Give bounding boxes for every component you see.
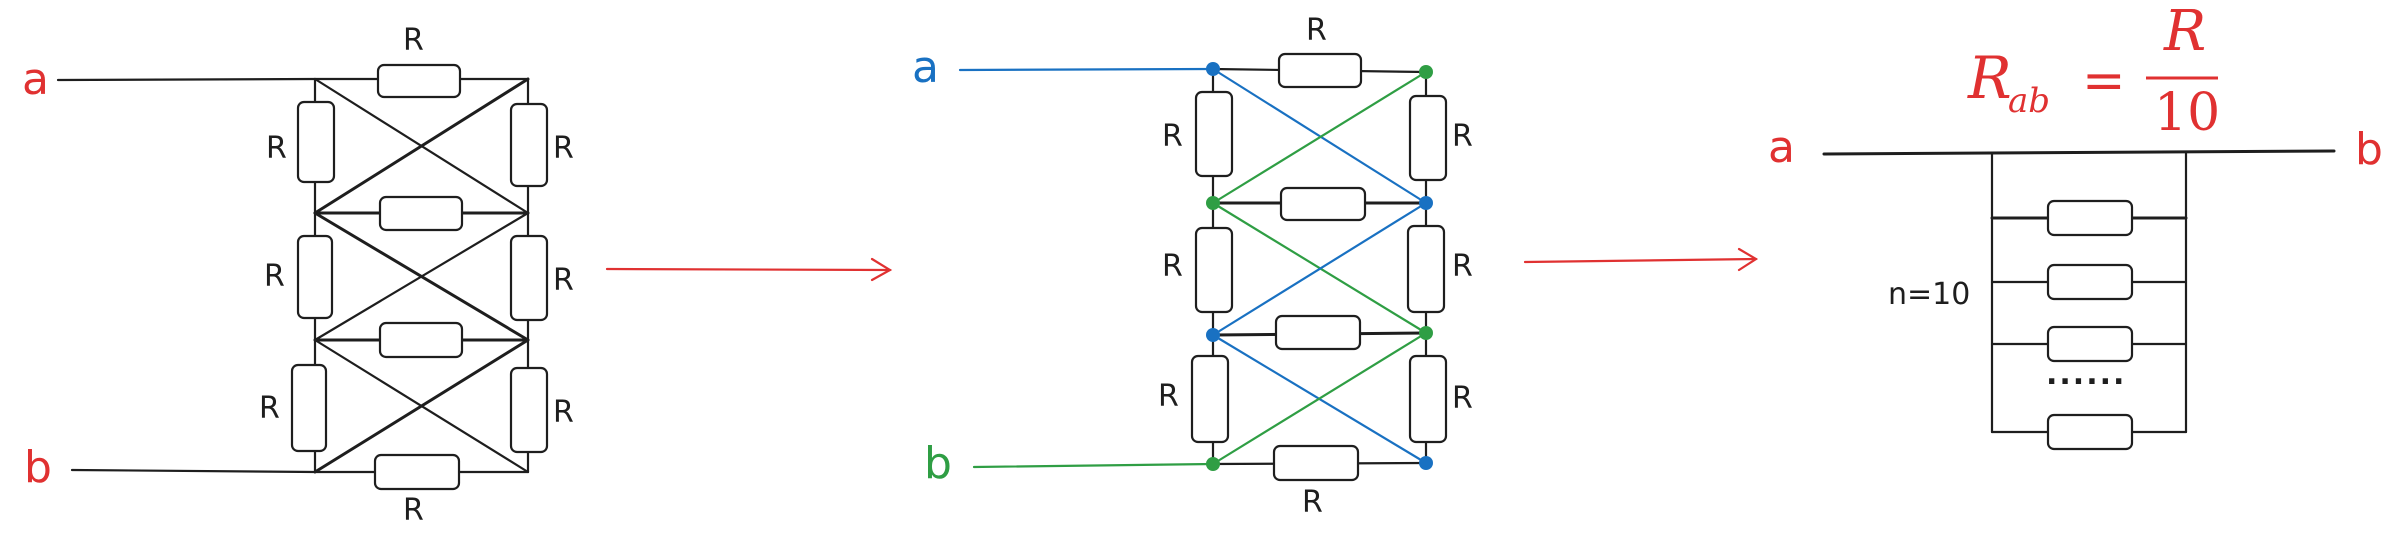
arrow-2 [1523, 247, 1759, 272]
terminal-a-label: a [1768, 122, 1795, 173]
resistor-label: R [259, 391, 280, 426]
resistor [373, 453, 461, 491]
resistor [1272, 444, 1360, 482]
ellipsis: ...... [2046, 357, 2126, 392]
resistor-label: R [266, 131, 287, 166]
resistor [1408, 94, 1448, 182]
resistor [2046, 263, 2134, 301]
resistor-label: R [1302, 485, 1323, 520]
resistor [290, 363, 328, 453]
resistor [2046, 413, 2134, 451]
resistor-label: R [1452, 381, 1473, 416]
resistor [1279, 186, 1367, 222]
resistor [296, 234, 334, 320]
resistor-label: R [1158, 379, 1179, 414]
resistor-label: R [264, 259, 285, 294]
resistor [378, 321, 464, 359]
node-green [1419, 326, 1433, 340]
resistor-label: R [403, 493, 424, 528]
terminal-b-label: b [24, 442, 52, 493]
wire-a-lead [958, 67, 1215, 72]
cross-wire [313, 338, 530, 474]
node-green [1206, 196, 1220, 210]
resistor-label: R [1452, 119, 1473, 154]
resistor [376, 63, 462, 99]
resistor [296, 100, 336, 184]
formula-equals: = [2082, 51, 2126, 111]
terminal-a-label: a [912, 42, 939, 93]
resistor [1194, 90, 1234, 178]
wire-a-lead [56, 77, 317, 82]
resistor [1190, 354, 1230, 444]
resistor-label: R [403, 23, 424, 58]
resistor [509, 234, 549, 322]
wire-b-lead [972, 462, 1215, 469]
panel2-labels: a b R R R R R R R R [912, 13, 1473, 520]
resistor-label: R [1162, 249, 1183, 284]
panel-colored-network [958, 67, 1428, 469]
cross-wire-blue [1211, 67, 1428, 205]
node-green [1419, 65, 1433, 79]
resistor [2046, 199, 2134, 237]
cross-wire-green [1211, 70, 1428, 205]
resistor [509, 366, 549, 454]
panel1-resistors [290, 63, 549, 491]
formula-lhs-sub: ab [2008, 81, 2050, 121]
arrow-1 [605, 257, 893, 282]
resistor [1277, 52, 1363, 89]
panel3-resistors [2046, 199, 2134, 451]
resistor-label: R [553, 263, 574, 298]
formula-lhs: R [1967, 44, 2012, 112]
formula-denominator: 10 [2154, 83, 2220, 143]
resistor-label: R [1306, 13, 1327, 48]
terminal-b-label: b [924, 438, 952, 489]
cross-wire-green [1211, 331, 1428, 466]
resistor [509, 102, 549, 188]
resistor [1408, 354, 1448, 444]
formula-numerator: R [2163, 0, 2206, 64]
resistor-label: R [1452, 249, 1473, 284]
panel3-labels: a b n=10 ...... R ab = R 10 [1768, 0, 2383, 392]
resistor-label: R [553, 131, 574, 166]
bus-wire [1822, 149, 2336, 156]
resistor-label: R [553, 395, 574, 430]
node-blue [1206, 62, 1220, 76]
cross-wire [313, 77, 530, 215]
resistor [2046, 325, 2134, 363]
resistor [1406, 224, 1446, 314]
panel1-labels: a b R R R R R R R R [22, 23, 574, 528]
terminal-b-label: b [2355, 124, 2383, 175]
resistor [1194, 226, 1234, 314]
node-blue [1206, 328, 1220, 342]
wire-b-lead [70, 468, 317, 474]
panel2-nodes [1206, 62, 1433, 471]
node-blue [1419, 456, 1433, 470]
resistor [378, 195, 464, 232]
panel2-resistors [1190, 52, 1448, 482]
node-green [1206, 457, 1220, 471]
cross-wire [313, 211, 530, 342]
cross-wire-blue [1211, 201, 1428, 337]
resistor-label: R [1162, 119, 1183, 154]
formula: R ab = R 10 [1967, 0, 2220, 143]
resistor [1274, 314, 1362, 351]
terminal-a-label: a [22, 54, 49, 105]
count-label: n=10 [1888, 277, 1970, 312]
node-blue [1419, 196, 1433, 210]
